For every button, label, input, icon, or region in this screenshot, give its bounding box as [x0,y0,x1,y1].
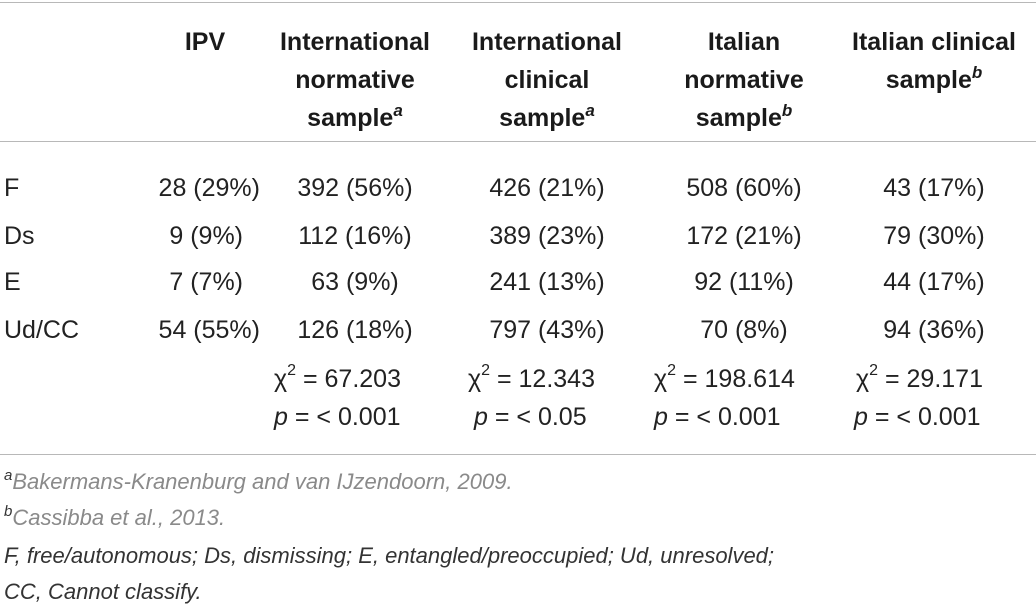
footnote-a: aBakermans-Kranenburg and van IJzendoorn… [4,467,513,494]
header-italian-clinical: Italian clinical sampleb [852,28,1016,94]
header-international-normative: International normative samplea [279,28,430,132]
p-value-ital-clinical: p = < 0.001 [854,403,981,431]
cell-udcc-intl-normative: 126 (18%) [297,316,413,344]
p-value-intl-normative: p = < 0.001 [274,403,401,431]
cell-e-ital-normative: 92 (11%) [694,268,794,296]
header-rule [0,141,1036,142]
cell-f-intl-normative: 392 (56%) [297,174,413,202]
cell-udcc-ipv: 54 (55%) [158,316,260,344]
footnote-mark: a [393,101,403,120]
header-italian-normative: Italian normative sampleb [684,28,804,132]
cell-e-intl-normative: 63 (9%) [311,268,399,296]
cell-ds-ital-normative: 172 (21%) [686,222,802,250]
abbreviations-line-2: CC, Cannot classify. [4,579,202,604]
cell-e-ital-clinical: 44 (17%) [883,268,985,296]
abbreviations-line-1: F, free/autonomous; Ds, dismissing; E, e… [4,543,775,568]
footnote-mark: b [971,63,983,82]
cell-udcc-intl-clinical: 797 (43%) [489,316,605,344]
cell-ds-intl-clinical: 389 (23%) [489,222,605,250]
chi-square-intl-normative: χ2 = 67.203 [274,362,401,394]
cell-e-intl-clinical: 241 (13%) [489,268,605,296]
cell-ds-ital-clinical: 79 (30%) [883,222,985,250]
bottom-rule [0,454,1036,455]
cell-e-ipv: 7 (7%) [169,268,243,296]
footnote-mark: a [585,101,595,120]
row-label-ds: Ds [4,222,35,250]
cell-udcc-ital-normative: 70 (8%) [700,316,788,344]
header-ipv: IPV [184,28,226,56]
row-label-e: E [4,268,21,296]
footnote-b: bCassibba et al., 2013. [4,503,226,530]
footnote-mark: b [781,101,793,120]
cell-ds-intl-normative: 112 (16%) [298,222,412,250]
p-value-intl-clinical: p = < 0.05 [474,403,587,431]
chi-square-ital-normative: χ2 = 198.614 [654,362,795,394]
cell-f-ital-clinical: 43 (17%) [883,174,985,202]
cell-f-intl-clinical: 426 (21%) [489,174,605,202]
row-label-udcc: Ud/CC [4,316,80,344]
row-label-f: F [4,174,20,202]
header-international-clinical: International clinical samplea [471,28,622,132]
cell-ds-ipv: 9 (9%) [169,222,243,250]
cell-udcc-ital-clinical: 94 (36%) [883,316,985,344]
chi-square-ital-clinical: χ2 = 29.171 [856,362,983,394]
top-rule [0,2,1036,3]
cell-f-ital-normative: 508 (60%) [686,174,802,202]
p-value-ital-normative: p = < 0.001 [654,403,781,431]
chi-square-intl-clinical: χ2 = 12.343 [468,362,595,394]
cell-f-ipv: 28 (29%) [158,174,260,202]
